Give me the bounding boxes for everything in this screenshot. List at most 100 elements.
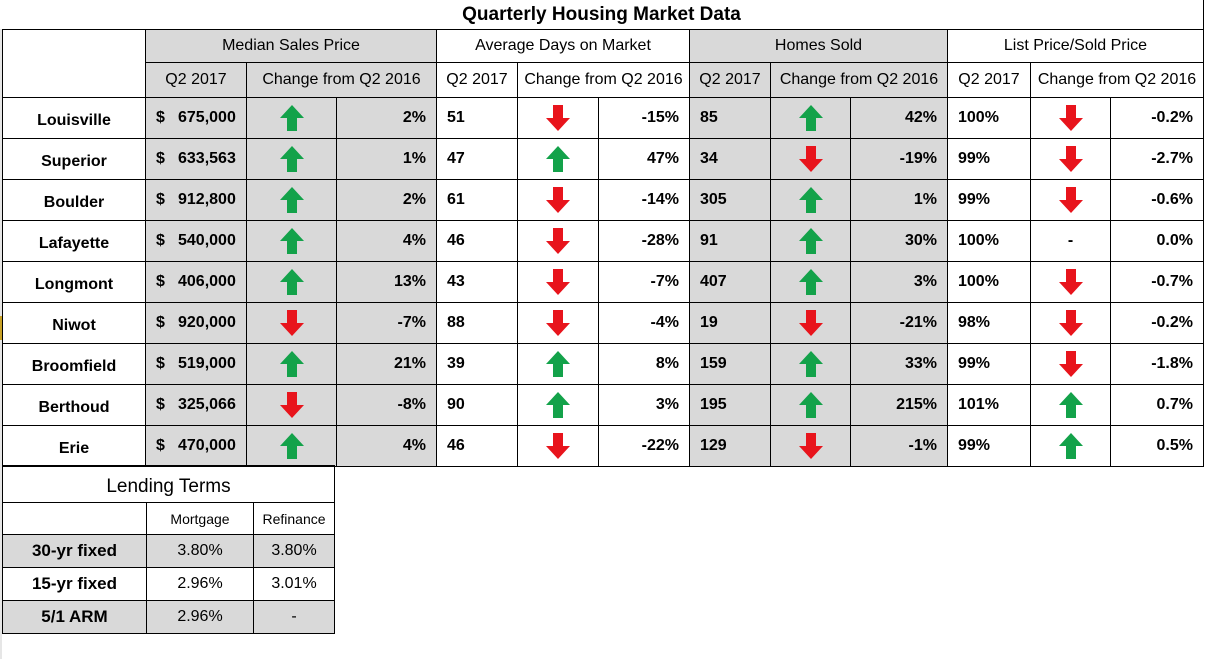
arrow-up-icon bbox=[279, 146, 304, 172]
price-change: 4% bbox=[336, 425, 437, 467]
days-on-market: 51 bbox=[436, 97, 518, 139]
arrow-up-icon bbox=[798, 228, 823, 254]
subheader-q2-2017: Q2 2017 bbox=[689, 62, 771, 98]
days-on-market: 43 bbox=[436, 261, 518, 303]
list-sold-ratio: 99% bbox=[947, 343, 1031, 385]
lending-row: 15-yr fixed 2.96% 3.01% bbox=[2, 567, 335, 601]
lending-row: 5/1 ARM 2.96% - bbox=[2, 600, 335, 634]
city-name: Niwot bbox=[2, 302, 146, 344]
ratio-change: -0.6% bbox=[1110, 179, 1204, 221]
arrow-down-icon bbox=[1058, 351, 1083, 377]
arrow-down-icon bbox=[546, 433, 570, 459]
sold-trend bbox=[770, 179, 851, 221]
table-row: Boulder $912,800 2% 61 -14% 305 1% 99% -0.6% bbox=[2, 179, 1204, 221]
arrow-down-icon bbox=[546, 228, 570, 254]
refinance-rate: 3.01% bbox=[253, 567, 335, 601]
arrow-up-icon bbox=[1058, 392, 1083, 418]
currency-symbol: $ bbox=[156, 150, 165, 167]
days-on-market: 46 bbox=[436, 425, 518, 467]
days-on-market: 88 bbox=[436, 302, 518, 344]
median-price: $519,000 bbox=[145, 343, 247, 385]
price-trend bbox=[246, 179, 337, 221]
price-value: 540,000 bbox=[178, 232, 236, 249]
city-name: Berthoud bbox=[2, 384, 146, 426]
currency-symbol: $ bbox=[156, 314, 165, 331]
arrow-up-icon bbox=[546, 392, 570, 418]
days-change: -7% bbox=[598, 261, 690, 303]
sold-trend bbox=[770, 425, 851, 467]
homes-sold: 19 bbox=[689, 302, 771, 344]
days-change: -14% bbox=[598, 179, 690, 221]
subheader-q2-2017: Q2 2017 bbox=[947, 62, 1031, 98]
sold-trend bbox=[770, 343, 851, 385]
arrow-up-icon bbox=[798, 392, 823, 418]
list-sold-ratio: 99% bbox=[947, 138, 1031, 180]
city-name: Longmont bbox=[2, 261, 146, 303]
lending-header-refinance: Refinance bbox=[253, 502, 335, 535]
days-on-market: 46 bbox=[436, 220, 518, 262]
days-change: 8% bbox=[598, 343, 690, 385]
lending-header-mortgage: Mortgage bbox=[146, 502, 254, 535]
loan-type: 15-yr fixed bbox=[2, 567, 147, 601]
price-value: 675,000 bbox=[178, 109, 236, 126]
lending-row: 30-yr fixed 3.80% 3.80% bbox=[2, 534, 335, 568]
sold-change: -1% bbox=[850, 425, 948, 467]
city-name: Boulder bbox=[2, 179, 146, 221]
sold-change: 215% bbox=[850, 384, 948, 426]
median-price: $912,800 bbox=[145, 179, 247, 221]
arrow-down-icon bbox=[279, 392, 304, 418]
subheader-change: Change from Q2 2016 bbox=[770, 62, 948, 98]
days-on-market: 90 bbox=[436, 384, 518, 426]
ratio-change: -1.8% bbox=[1110, 343, 1204, 385]
arrow-down-icon bbox=[798, 310, 823, 336]
days-change: 47% bbox=[598, 138, 690, 180]
ratio-change: -2.7% bbox=[1110, 138, 1204, 180]
table-row: Berthoud $325,066 -8% 90 3% 195 215% 101% 0.7% bbox=[2, 384, 1204, 426]
sold-trend bbox=[770, 261, 851, 303]
group-header-days-on-market: Average Days on Market bbox=[436, 29, 690, 63]
currency-symbol: $ bbox=[156, 396, 165, 413]
price-trend bbox=[246, 220, 337, 262]
arrow-up-icon bbox=[546, 351, 570, 377]
price-value: 633,563 bbox=[178, 150, 236, 167]
ratio-trend bbox=[1030, 425, 1111, 467]
sold-trend bbox=[770, 220, 851, 262]
price-value: 912,800 bbox=[178, 191, 236, 208]
ratio-change: 0.5% bbox=[1110, 425, 1204, 467]
arrow-down-icon bbox=[546, 269, 570, 295]
city-name: Louisville bbox=[2, 97, 146, 139]
list-sold-ratio: 100% bbox=[947, 97, 1031, 139]
list-sold-ratio: 99% bbox=[947, 179, 1031, 221]
arrow-down-icon bbox=[1058, 310, 1083, 336]
median-price: $633,563 bbox=[145, 138, 247, 180]
table-row: Superior $633,563 1% 47 47% 34 -19% 99% -2.7% bbox=[2, 138, 1204, 180]
days-on-market: 47 bbox=[436, 138, 518, 180]
sold-trend bbox=[770, 302, 851, 344]
lending-corner-cell bbox=[2, 502, 147, 535]
price-value: 325,066 bbox=[178, 396, 236, 413]
median-price: $920,000 bbox=[145, 302, 247, 344]
price-trend bbox=[246, 138, 337, 180]
days-trend bbox=[517, 425, 599, 467]
arrow-up-icon bbox=[798, 269, 823, 295]
days-change: -15% bbox=[598, 97, 690, 139]
ratio-trend bbox=[1030, 97, 1111, 139]
sold-change: 33% bbox=[850, 343, 948, 385]
price-value: 406,000 bbox=[178, 273, 236, 290]
price-change: -8% bbox=[336, 384, 437, 426]
table-row: Erie $470,000 4% 46 -22% 129 -1% 99% 0.5% bbox=[2, 425, 1204, 467]
city-name: Broomfield bbox=[2, 343, 146, 385]
corner-cell bbox=[2, 29, 146, 98]
group-header-homes-sold: Homes Sold bbox=[689, 29, 948, 63]
arrow-down-icon bbox=[798, 433, 823, 459]
days-trend bbox=[517, 261, 599, 303]
arrow-down-icon bbox=[279, 310, 304, 336]
price-change: 2% bbox=[336, 97, 437, 139]
currency-symbol: $ bbox=[156, 355, 165, 372]
arrow-down-icon bbox=[1058, 105, 1083, 131]
price-change: 13% bbox=[336, 261, 437, 303]
ratio-trend: - bbox=[1030, 220, 1111, 262]
sold-change: -19% bbox=[850, 138, 948, 180]
page-title: Quarterly Housing Market Data bbox=[0, 0, 1204, 29]
city-name: Erie bbox=[2, 425, 146, 467]
